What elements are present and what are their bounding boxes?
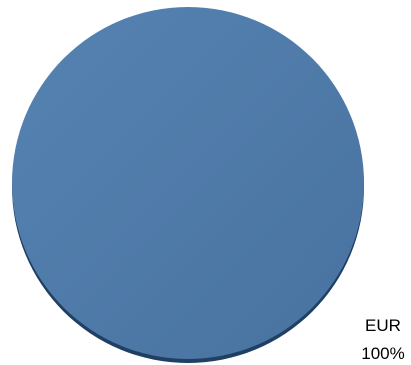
pie-slice-eur [12, 7, 364, 359]
data-label-percent: 100% [361, 344, 404, 363]
pie-slices [12, 7, 364, 363]
pie-data-labels: EUR 100% [361, 316, 404, 363]
data-label-category: EUR [365, 316, 401, 335]
